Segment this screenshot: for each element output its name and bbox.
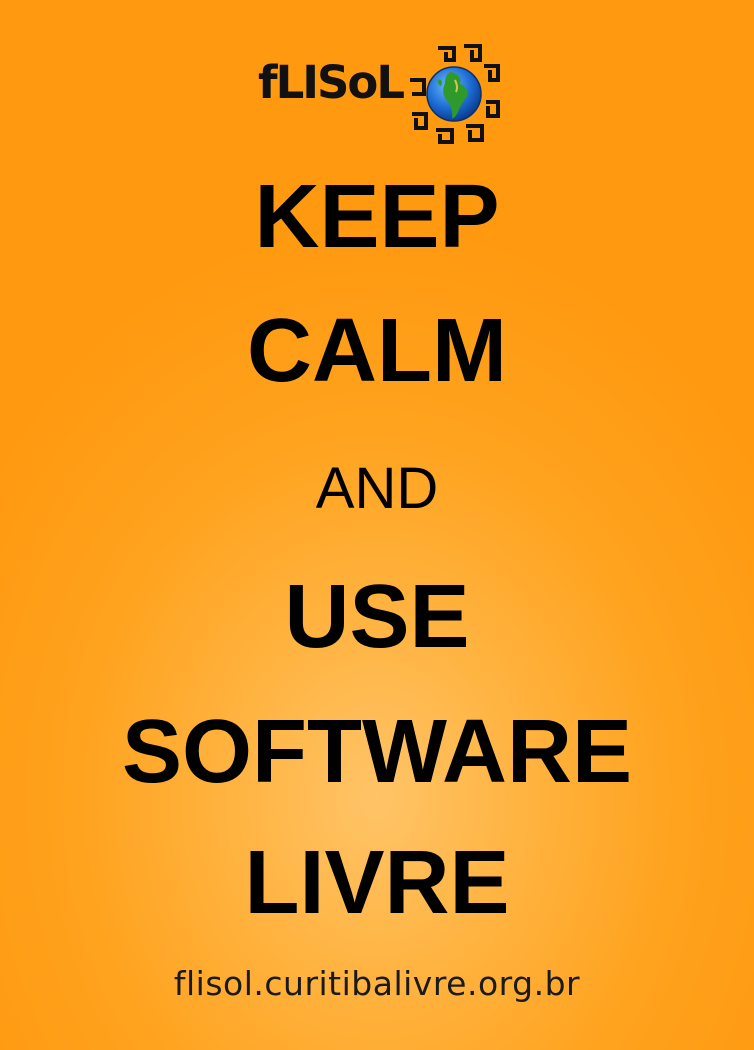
flisol-logo: fLISoL (258, 40, 500, 152)
headline-and: AND (315, 456, 439, 521)
flisol-wordmark: fLISoL (258, 56, 405, 109)
headline-livre: LIVRE (244, 833, 510, 933)
headline-software: SOFTWARE (122, 702, 632, 802)
headline-keep: KEEP (254, 167, 500, 267)
headline-use: USE (284, 567, 470, 667)
globe-with-sun-rays-icon (410, 44, 500, 144)
headline-calm: CALM (247, 301, 507, 401)
footer-url: flisol.curitibalivre.org.br (173, 964, 581, 1003)
